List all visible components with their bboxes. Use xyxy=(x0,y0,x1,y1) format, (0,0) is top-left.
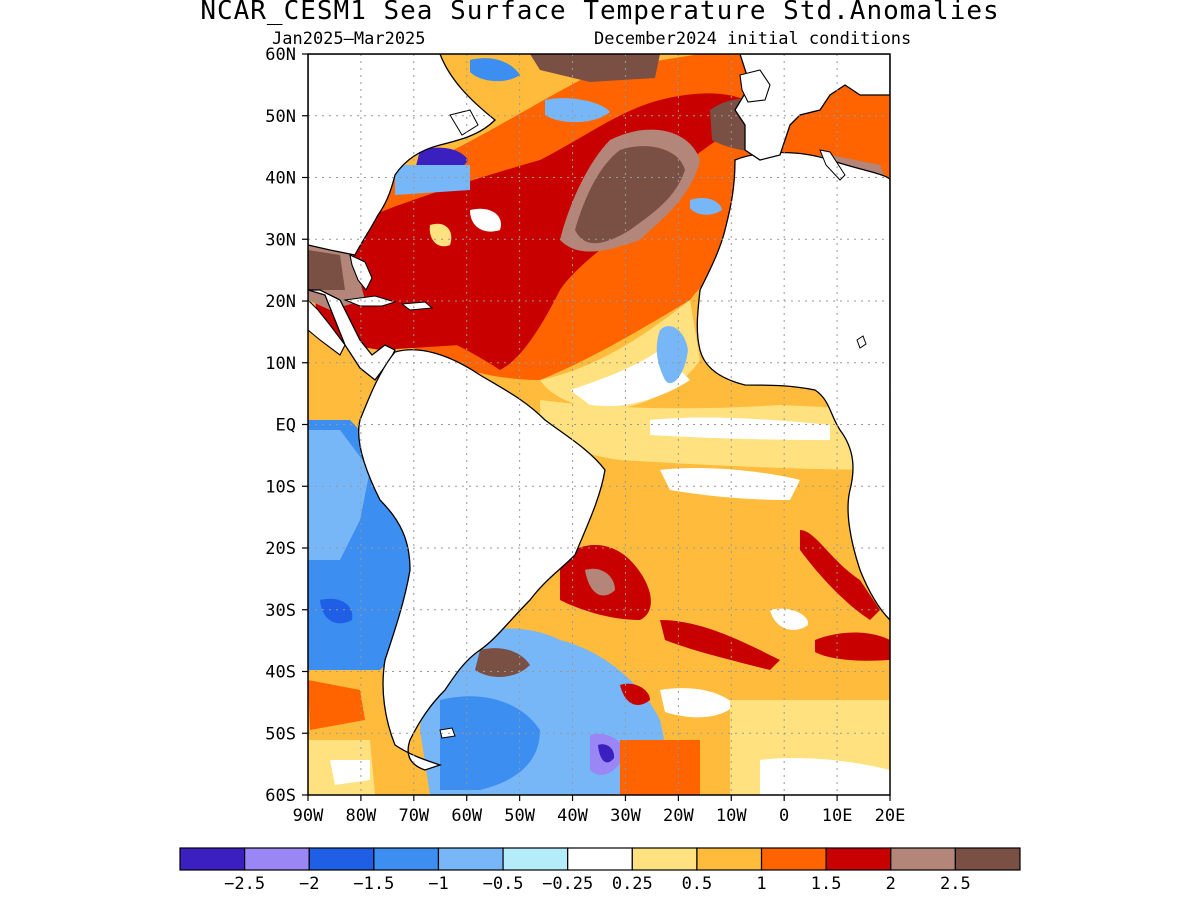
lon-label: 40W xyxy=(557,806,588,826)
lat-label: 60S xyxy=(265,786,296,806)
map-title: NCAR_CESM1 Sea Surface Temperature Std.A… xyxy=(200,0,1000,26)
colorbar-legend: −2.5 −2 −1.5 −1 −0.5 −0.25 0.25 0.5 1 1.5 2 2.5 xyxy=(179,847,1021,894)
colorbar-label: −0.5 xyxy=(483,874,524,894)
lon-label: 50W xyxy=(504,806,535,826)
colorbar-label: 0.5 xyxy=(682,874,713,894)
colorbar-label: −0.25 xyxy=(542,874,593,894)
colorbar-swatch xyxy=(825,847,892,871)
colorbar-label: −1 xyxy=(428,874,448,894)
lat-label: 20S xyxy=(265,539,296,559)
colorbar-label: −2.5 xyxy=(224,874,265,894)
lon-label: 20W xyxy=(663,806,694,826)
lat-label: 20N xyxy=(265,292,296,312)
initial-conditions: December2024 initial conditions xyxy=(594,29,912,49)
longitude-axis: 90W 80W 70W 60W 50W 40W 30W 20W 10W 0 10E 20E xyxy=(293,795,906,826)
colorbar-swatch xyxy=(308,847,375,871)
latitude-axis: 60N 50N 40N 30N 20N 10N EQ 10S 20S 30S 40S 50S 60S xyxy=(265,45,308,806)
colorbar-label: 2 xyxy=(886,874,896,894)
colorbar-swatch xyxy=(890,847,956,871)
colorbar-label: 0.25 xyxy=(612,874,653,894)
colorbar-swatch xyxy=(631,847,698,871)
colorbar-swatch xyxy=(567,847,633,871)
lat-lon-grid xyxy=(308,54,890,795)
lat-label: 10N xyxy=(265,354,296,374)
lon-label: 90W xyxy=(293,806,324,826)
lon-label: 10W xyxy=(716,806,747,826)
lat-label: EQ xyxy=(276,416,296,436)
colorbar-label: 1 xyxy=(756,874,766,894)
colorbar-swatch xyxy=(179,847,246,871)
lon-label: 10E xyxy=(822,806,853,826)
lat-label: 50N xyxy=(265,107,296,127)
colorbar-swatch xyxy=(373,847,440,871)
colorbar-label: −1.5 xyxy=(353,874,394,894)
lat-label: 40N xyxy=(265,169,296,189)
lat-label: 30S xyxy=(265,601,296,621)
lon-label: 30W xyxy=(610,806,641,826)
lat-label: 60N xyxy=(265,45,296,65)
lon-label: 20E xyxy=(875,806,906,826)
colorbar-swatch xyxy=(437,847,504,871)
colorbar-swatch xyxy=(244,847,310,871)
lon-label: 0 xyxy=(779,806,789,826)
lat-label: 40S xyxy=(265,663,296,683)
lat-label: 30N xyxy=(265,230,296,250)
lon-label: 80W xyxy=(346,806,377,826)
lon-label: 70W xyxy=(398,806,429,826)
colorbar-swatch xyxy=(954,847,1021,871)
forecast-period: Jan2025–Mar2025 xyxy=(272,29,426,49)
colorbar-swatch xyxy=(502,847,569,871)
land-masses xyxy=(308,54,890,771)
lat-label: 50S xyxy=(265,724,296,744)
lon-label: 60W xyxy=(451,806,482,826)
colorbar-swatch xyxy=(760,847,827,871)
colorbar-label: −2 xyxy=(299,874,319,894)
colorbar-label: 2.5 xyxy=(940,874,971,894)
lat-label: 10S xyxy=(265,477,296,497)
colorbar-swatch xyxy=(696,847,763,871)
colorbar-label: 1.5 xyxy=(811,874,842,894)
